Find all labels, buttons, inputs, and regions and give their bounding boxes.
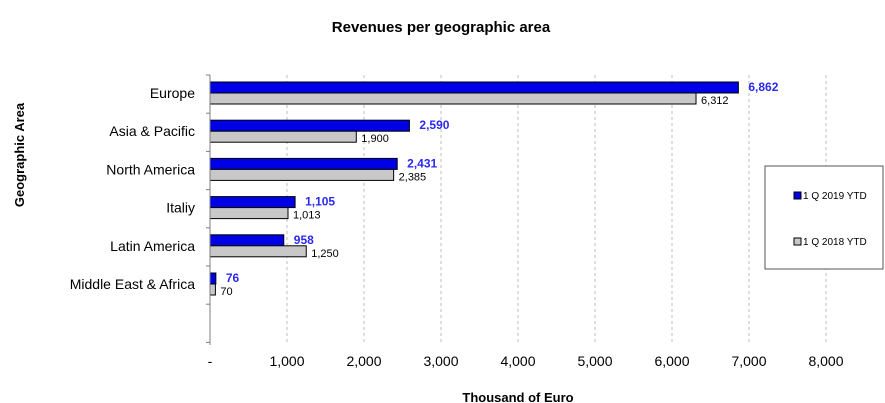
category-label: North America bbox=[106, 161, 195, 177]
bar-2019 bbox=[209, 234, 285, 247]
category-label: Asia & Pacific bbox=[109, 123, 195, 139]
data-label-2018: 6,312 bbox=[701, 95, 729, 107]
data-label-2019: 2,431 bbox=[407, 156, 437, 170]
data-label-2018: 70 bbox=[220, 286, 232, 298]
bar-2018 bbox=[209, 283, 216, 296]
legend-label-2019: 1 Q 2019 YTD bbox=[803, 191, 867, 202]
axes-group bbox=[206, 74, 211, 345]
bar-2018 bbox=[209, 130, 357, 143]
x-tick-label: - bbox=[208, 353, 213, 369]
x-tick-label: 6,000 bbox=[654, 353, 689, 369]
bar-2018 bbox=[209, 168, 395, 181]
legend: 1 Q 2019 YTD 1 Q 2018 YTD bbox=[764, 165, 884, 270]
data-label-2019: 1,105 bbox=[305, 195, 335, 209]
data-label-2019: 6,862 bbox=[748, 80, 778, 94]
data-label-2018: 1,900 bbox=[361, 133, 389, 145]
data-label-2019: 958 bbox=[294, 233, 314, 247]
x-tick-label: 1,000 bbox=[269, 353, 304, 369]
legend-swatch-2018 bbox=[793, 237, 802, 246]
chart-title: Revenues per geographic area bbox=[332, 19, 551, 36]
category-label: Europe bbox=[150, 85, 195, 101]
bar-2018 bbox=[209, 92, 697, 105]
gridlines bbox=[286, 75, 827, 345]
labels-group: - 1,000 2,000 3,000 4,000 5,000 6,000 7,000 8,00… bbox=[70, 80, 844, 369]
data-label-2019: 76 bbox=[226, 271, 240, 285]
x-tick-label: 2,000 bbox=[346, 353, 381, 369]
bar-2019 bbox=[209, 81, 739, 94]
bar-2019 bbox=[209, 119, 410, 132]
data-label-2019: 2,590 bbox=[419, 118, 449, 132]
legend-swatch-2019 bbox=[793, 191, 802, 200]
bar-2019 bbox=[209, 196, 296, 209]
category-label: Middle East & Africa bbox=[70, 276, 195, 292]
legend-box bbox=[764, 165, 884, 270]
x-axis-title: Thousand of Euro bbox=[462, 390, 573, 403]
bar-2018 bbox=[209, 207, 289, 220]
category-label: Latin America bbox=[110, 238, 195, 254]
y-axis-title: Geographic Area bbox=[12, 102, 27, 207]
bar-2018 bbox=[209, 245, 307, 258]
bars-group bbox=[209, 81, 739, 296]
data-label-2018: 1,250 bbox=[311, 248, 339, 260]
legend-label-2018: 1 Q 2018 YTD bbox=[803, 237, 867, 248]
x-tick-label: 5,000 bbox=[577, 353, 612, 369]
bar-2019 bbox=[209, 272, 217, 285]
x-tick-label: 4,000 bbox=[500, 353, 535, 369]
x-tick-label: 7,000 bbox=[731, 353, 766, 369]
category-label: Italiy bbox=[166, 200, 195, 216]
data-label-2018: 1,013 bbox=[293, 210, 321, 222]
data-label-2018: 2,385 bbox=[399, 171, 427, 183]
x-tick-label: 8,000 bbox=[808, 353, 843, 369]
x-tick-label: 3,000 bbox=[423, 353, 458, 369]
bar-2019 bbox=[209, 157, 398, 170]
